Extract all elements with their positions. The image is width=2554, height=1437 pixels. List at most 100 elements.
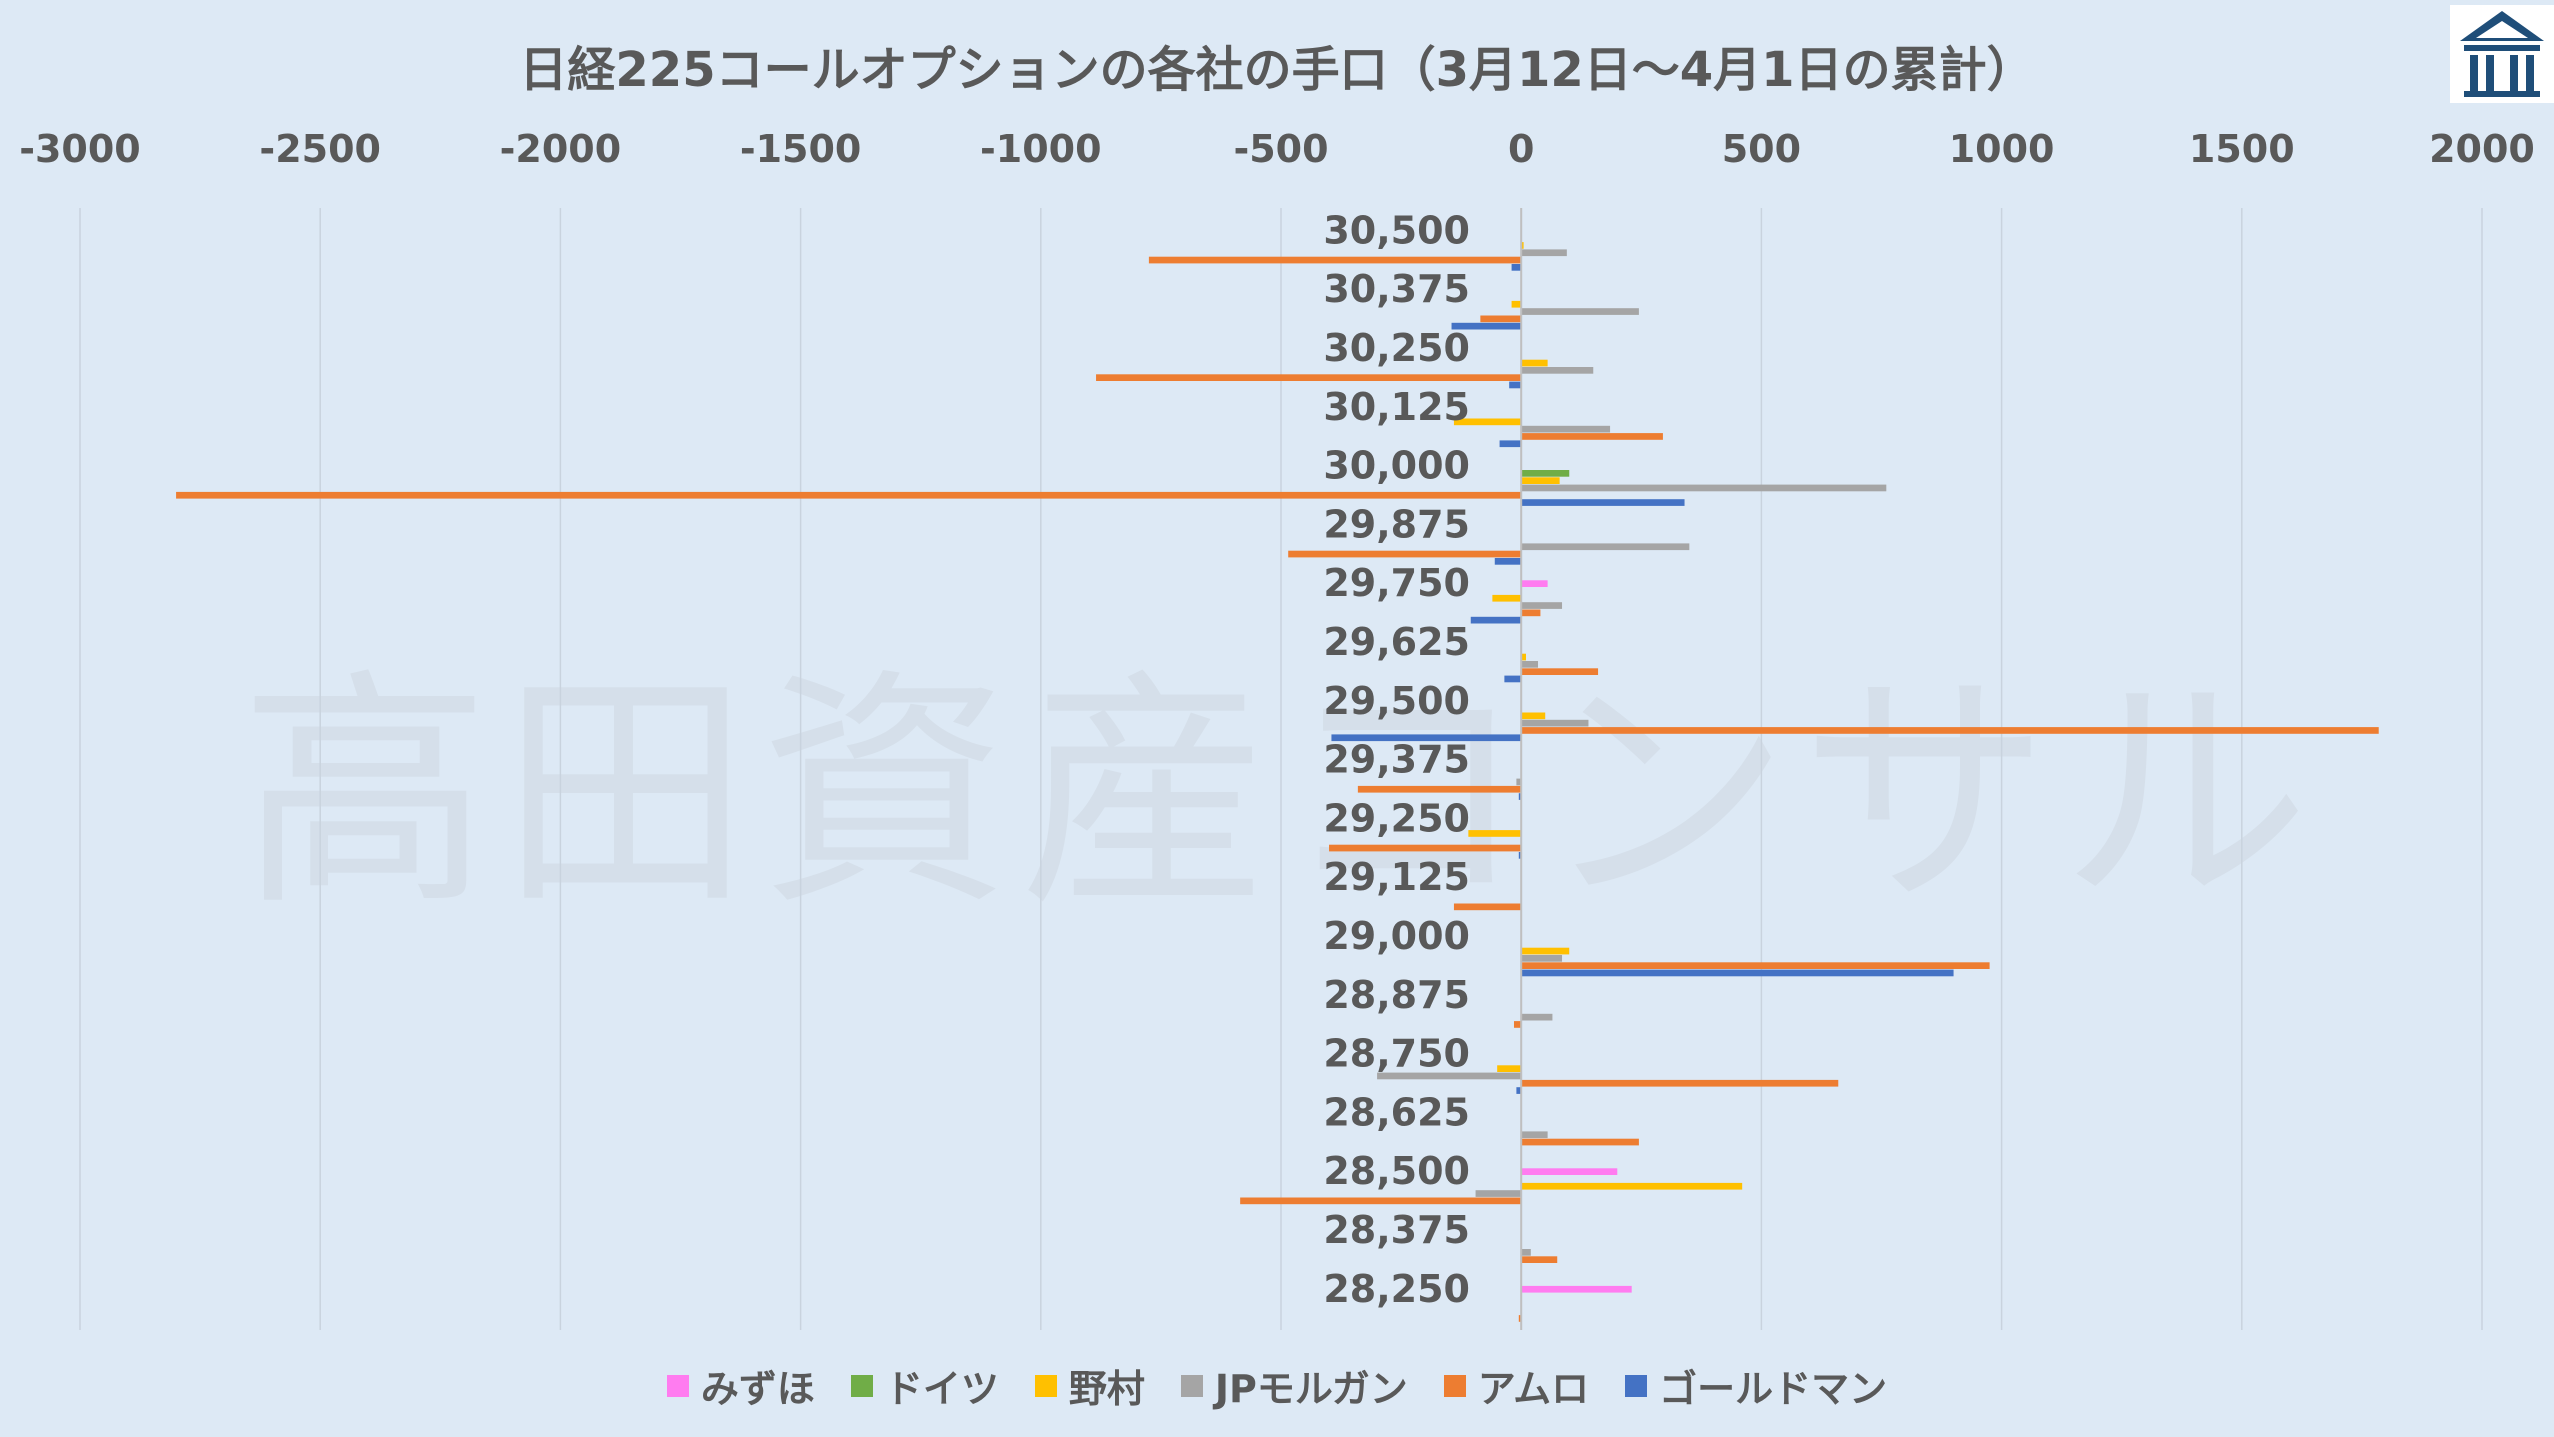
category-label: 29,000 [1323, 914, 1470, 958]
bar [1521, 1249, 1531, 1256]
bar [1521, 1256, 1558, 1263]
category-label: 28,625 [1323, 1090, 1470, 1134]
legend-label: ゴールドマン [1659, 1367, 1888, 1411]
bar [1521, 543, 1690, 551]
category-label: 29,625 [1323, 620, 1470, 664]
bar [1521, 1182, 1743, 1190]
bar [1521, 308, 1639, 315]
bar [1521, 1079, 1839, 1087]
bar [1288, 550, 1522, 558]
bar [1521, 580, 1548, 587]
bar [1516, 778, 1522, 786]
bar [1521, 433, 1663, 440]
x-tick-label: 0 [1508, 127, 1534, 171]
category-label: 28,250 [1323, 1267, 1470, 1311]
x-tick-label: 2000 [2429, 127, 2535, 171]
bar [1470, 616, 1522, 624]
legend-label: 野村 [1068, 1367, 1145, 1411]
bar [1492, 594, 1522, 602]
bar [1521, 661, 1539, 668]
bar [1521, 1138, 1639, 1146]
legend: みずほ ドイツ 野村 JPモルガン アムロ ゴールドマン [0, 1358, 2554, 1413]
gridlines [79, 208, 2483, 1330]
category-label: 30,375 [1323, 267, 1470, 311]
bar [1521, 609, 1541, 617]
category-label: 29,250 [1323, 796, 1470, 840]
bar [1096, 374, 1522, 381]
bar [1521, 1131, 1548, 1139]
bar [1521, 367, 1594, 374]
watermark: 高田資産コンサル [240, 648, 2320, 939]
bar [1521, 484, 1887, 492]
legend-label: アムロ [1477, 1367, 1590, 1411]
bar [176, 491, 1522, 499]
bar [1511, 264, 1522, 271]
category-label: 29,375 [1323, 738, 1470, 782]
x-tick-labels: -3000 -2500 -2000 -1500 -1000 -500 0 500 1000 150… [19, 127, 2535, 171]
bar [1518, 793, 1522, 800]
x-tick-label: -3000 [19, 127, 141, 171]
bar [1329, 844, 1522, 852]
category-label: 28,375 [1323, 1208, 1470, 1252]
bar [1518, 852, 1522, 859]
bar [1468, 830, 1522, 837]
bar [1513, 1021, 1522, 1028]
bar [1521, 969, 1954, 977]
x-tick-label: 1500 [2189, 127, 2295, 171]
bar [1518, 1315, 1522, 1322]
legend-swatch [1180, 1374, 1203, 1397]
bar [1521, 947, 1570, 955]
bar [1521, 712, 1546, 720]
category-label: 28,750 [1323, 1032, 1470, 1076]
bar [1521, 1168, 1618, 1175]
bar [1357, 785, 1522, 793]
legend-swatch [1443, 1374, 1466, 1397]
bar [1451, 322, 1522, 330]
category-label: 29,875 [1323, 502, 1470, 546]
bar [1521, 499, 1685, 506]
house-logo-icon [2450, 5, 2554, 103]
bar [1521, 1285, 1632, 1293]
bar [1377, 1072, 1522, 1080]
legend-item: みずほ [666, 1358, 815, 1413]
bar [1504, 675, 1522, 683]
bar [1499, 440, 1522, 448]
legend-swatch [850, 1374, 873, 1397]
bar [1453, 418, 1522, 426]
legend-item: アムロ [1443, 1358, 1590, 1413]
x-tick-label: 500 [1722, 127, 1801, 171]
bar [1511, 300, 1522, 308]
legend-item: ドイツ [850, 1358, 999, 1413]
bar [1521, 425, 1611, 433]
bar [1509, 381, 1522, 389]
bar [1331, 734, 1522, 742]
bar [1521, 602, 1563, 609]
bar [1453, 903, 1522, 911]
legend-item: ゴールドマン [1625, 1358, 1887, 1413]
bar [1521, 653, 1527, 661]
x-tick-label: -1500 [740, 127, 862, 171]
bar [1148, 256, 1522, 264]
x-tick-label: -2000 [500, 127, 622, 171]
legend-item: 野村 [1034, 1358, 1145, 1413]
x-tick-label: -1000 [980, 127, 1102, 171]
category-labels: 30,500 30,375 30,250 30,125 30,000 29,875 29,7… [1323, 208, 1470, 1310]
bar [1521, 359, 1548, 367]
bar [1475, 1190, 1522, 1197]
category-label: 29,750 [1323, 561, 1470, 605]
x-tick-label: 1000 [1949, 127, 2055, 171]
bar [1497, 1065, 1522, 1072]
chart-title: 日経225コールオプションの各社の手口（3月12日～4月1日の累計） [519, 42, 2035, 98]
bar [1516, 1087, 1522, 1094]
bars [176, 242, 2379, 1322]
bar [1494, 558, 1522, 565]
category-label: 29,500 [1323, 679, 1470, 723]
bar [1521, 477, 1560, 484]
legend-label: ドイツ [884, 1367, 999, 1411]
bar [1480, 315, 1522, 323]
category-label: 29,125 [1323, 855, 1470, 899]
bar [1521, 242, 1524, 249]
category-label: 30,000 [1323, 444, 1470, 488]
